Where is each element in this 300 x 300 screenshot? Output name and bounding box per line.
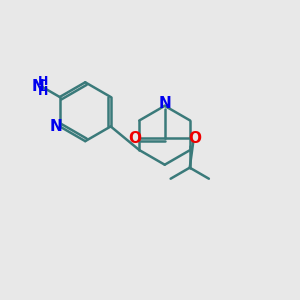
Text: N: N	[158, 96, 171, 111]
Text: H: H	[38, 75, 48, 88]
Text: H: H	[38, 85, 48, 98]
Text: N: N	[32, 79, 45, 94]
Text: O: O	[188, 131, 202, 146]
Text: O: O	[128, 131, 141, 146]
Text: N: N	[50, 119, 63, 134]
